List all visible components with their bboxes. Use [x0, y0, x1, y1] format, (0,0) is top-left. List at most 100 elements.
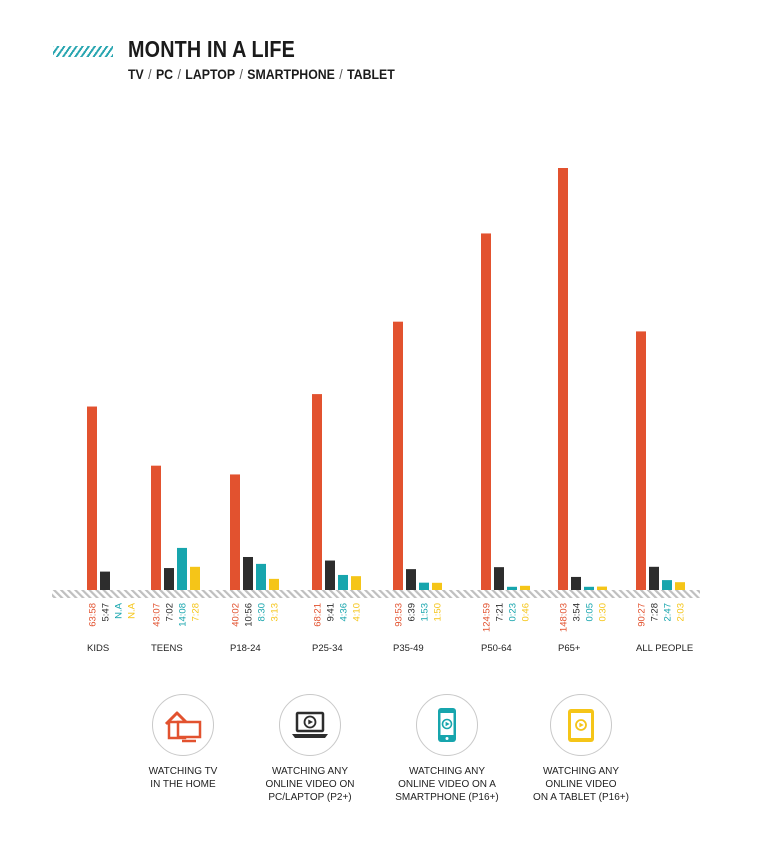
value-label-kids-series-2: 5:47	[101, 603, 112, 622]
subtitle-item-pc: PC	[155, 66, 174, 82]
legend-icon-circle	[152, 694, 214, 756]
value-label-p50-64-series-3: 0:23	[508, 603, 519, 622]
value-label-p25-34-series-4: 4:10	[352, 603, 363, 622]
value-label-p50-64-series-1: 124:59	[482, 603, 493, 632]
bar-p18-24-series-3	[256, 563, 266, 590]
bar-teens-series-4	[190, 566, 200, 590]
category-label-teens: TEENS	[151, 643, 183, 654]
value-label-teens-series-2: 7:02	[165, 603, 176, 622]
category-label-p25-34: P25-34	[312, 643, 343, 654]
bar-p35-49-series-1	[393, 321, 403, 590]
value-label-all-people-series-3: 2:47	[663, 603, 674, 622]
bar-p18-24-series-2	[243, 556, 253, 590]
bar-p25-34-series-2	[325, 560, 335, 590]
bar-p18-24-series-4	[269, 578, 279, 590]
subtitle-separator: /	[339, 66, 343, 82]
legend-label: WATCHING TV IN THE HOME	[148, 766, 218, 790]
value-label-kids-series-1: 63:58	[88, 603, 99, 627]
chart-title: MONTH IN A LIFE	[128, 36, 296, 62]
value-label-all-people-series-2: 7:28	[650, 603, 661, 622]
subtitle-item-laptop: LAPTOP	[185, 66, 236, 82]
bar-all-people-series-3	[662, 580, 672, 590]
value-label-p65-series-1: 148:03	[559, 603, 570, 632]
value-label-p65-series-4: 0:30	[598, 603, 609, 622]
bar-teens-series-2	[164, 568, 174, 590]
bar-p65-series-1	[558, 168, 568, 590]
bar-p35-49-series-2	[406, 569, 416, 590]
value-label-p35-49-series-2: 6:39	[407, 603, 418, 622]
bar-p65-series-3	[584, 586, 594, 590]
value-label-p35-49-series-4: 1:50	[433, 603, 444, 622]
category-label-p65: P65+	[558, 643, 581, 654]
value-label-teens-series-3: 14:08	[178, 603, 189, 627]
value-label-p65-series-3: 0:05	[585, 603, 596, 622]
bar-p35-49-series-4	[432, 582, 442, 590]
bar-p50-64-series-1	[481, 233, 491, 590]
chart-category-labels: KIDS TEENS P18-24 P25-34 P35-49 P50-64 P65+ ALL…	[87, 643, 693, 654]
bar-all-people-series-1	[636, 331, 646, 590]
bar-p25-34-series-3	[338, 574, 348, 590]
category-label-p18-24: P18-24	[230, 643, 261, 654]
value-label-all-people-series-1: 90:27	[637, 603, 648, 627]
chart-bars	[87, 168, 685, 590]
category-label-p50-64: P50-64	[481, 643, 512, 654]
bar-p50-64-series-2	[494, 567, 504, 590]
category-label-kids: KIDS	[87, 643, 109, 654]
chart-value-labels: 63:58 5:47 N.A N.A 43:07 7:02 14:08 7:28 40:02 10…	[88, 602, 687, 632]
legend-item-tv: WATCHING TV IN THE HOME	[108, 694, 258, 791]
value-label-p25-34-series-1: 68:21	[313, 603, 324, 627]
bar-teens-series-1	[151, 465, 161, 590]
value-label-p35-49-series-3: 1:53	[420, 603, 431, 622]
value-label-p35-49-series-1: 93:53	[394, 603, 405, 627]
bar-kids-series-1	[87, 406, 97, 590]
value-label-p50-64-series-2: 7:21	[495, 603, 506, 622]
laptop-play-icon	[292, 711, 328, 738]
value-label-p18-24-series-3: 8:30	[257, 603, 268, 622]
bar-all-people-series-2	[649, 566, 659, 590]
value-label-p65-series-2: 3:54	[572, 603, 583, 622]
value-label-p18-24-series-1: 40:02	[231, 603, 242, 627]
subtitle-separator: /	[239, 66, 243, 82]
tv-home-icon	[164, 711, 202, 743]
chart-baseline	[52, 590, 700, 598]
bar-p65-series-4	[597, 586, 607, 590]
bar-p18-24-series-1	[230, 474, 240, 590]
legend-item-smartphone: WATCHING ANY ONLINE VIDEO ON A SMARTPHON…	[372, 694, 522, 804]
category-label-p35-49: P35-49	[393, 643, 424, 654]
value-label-p25-34-series-3: 4:36	[339, 603, 350, 622]
legend-item-pc-laptop: WATCHING ANY ONLINE VIDEO ON PC/LAPTOP (…	[235, 694, 385, 804]
subtitle-item-tablet: TABLET	[347, 66, 395, 82]
legend-item-tablet: WATCHING ANY ONLINE VIDEO ON A TABLET (P…	[506, 694, 656, 804]
legend-icon-circle	[279, 694, 341, 756]
subtitle-separator: /	[148, 66, 152, 82]
bar-kids-series-2	[100, 571, 110, 590]
bar-all-people-series-4	[675, 582, 685, 590]
value-label-p25-34-series-2: 9:41	[326, 603, 337, 622]
smartphone-play-icon	[438, 708, 456, 742]
value-label-teens-series-4: 7:28	[191, 603, 202, 622]
value-label-kids-series-3: N.A	[114, 602, 125, 619]
value-label-all-people-series-4: 2:03	[676, 603, 687, 622]
chart-subtitle: TV / PC / LAPTOP / SMARTPHONE / TABLET	[128, 66, 395, 82]
subtitle-item-smartphone: SMARTPHONE	[247, 66, 335, 82]
bar-p50-64-series-4	[520, 585, 530, 590]
legend-icon-circle	[550, 694, 612, 756]
tablet-play-icon	[568, 709, 594, 742]
bar-p50-64-series-3	[507, 586, 517, 590]
bar-p35-49-series-3	[419, 582, 429, 590]
subtitle-separator: /	[177, 66, 181, 82]
bar-p65-series-2	[571, 576, 581, 590]
subtitle-item-tv: TV	[128, 66, 144, 82]
category-label-all-people: ALL PEOPLE	[636, 643, 693, 654]
value-label-p50-64-series-4: 0:46	[521, 603, 532, 622]
bar-p25-34-series-1	[312, 394, 322, 590]
value-label-teens-series-1: 43:07	[152, 603, 163, 627]
header-stripes-decoration	[53, 46, 113, 57]
value-label-p18-24-series-2: 10:56	[244, 603, 255, 627]
legend-label: WATCHING ANY ONLINE VIDEO ON A TABLET (P…	[533, 766, 629, 803]
legend-label: WATCHING ANY ONLINE VIDEO ON A SMARTPHON…	[395, 766, 499, 803]
bar-teens-series-3	[177, 547, 187, 590]
value-label-kids-series-4: N.A	[127, 602, 138, 619]
legend-icon-circle	[416, 694, 478, 756]
